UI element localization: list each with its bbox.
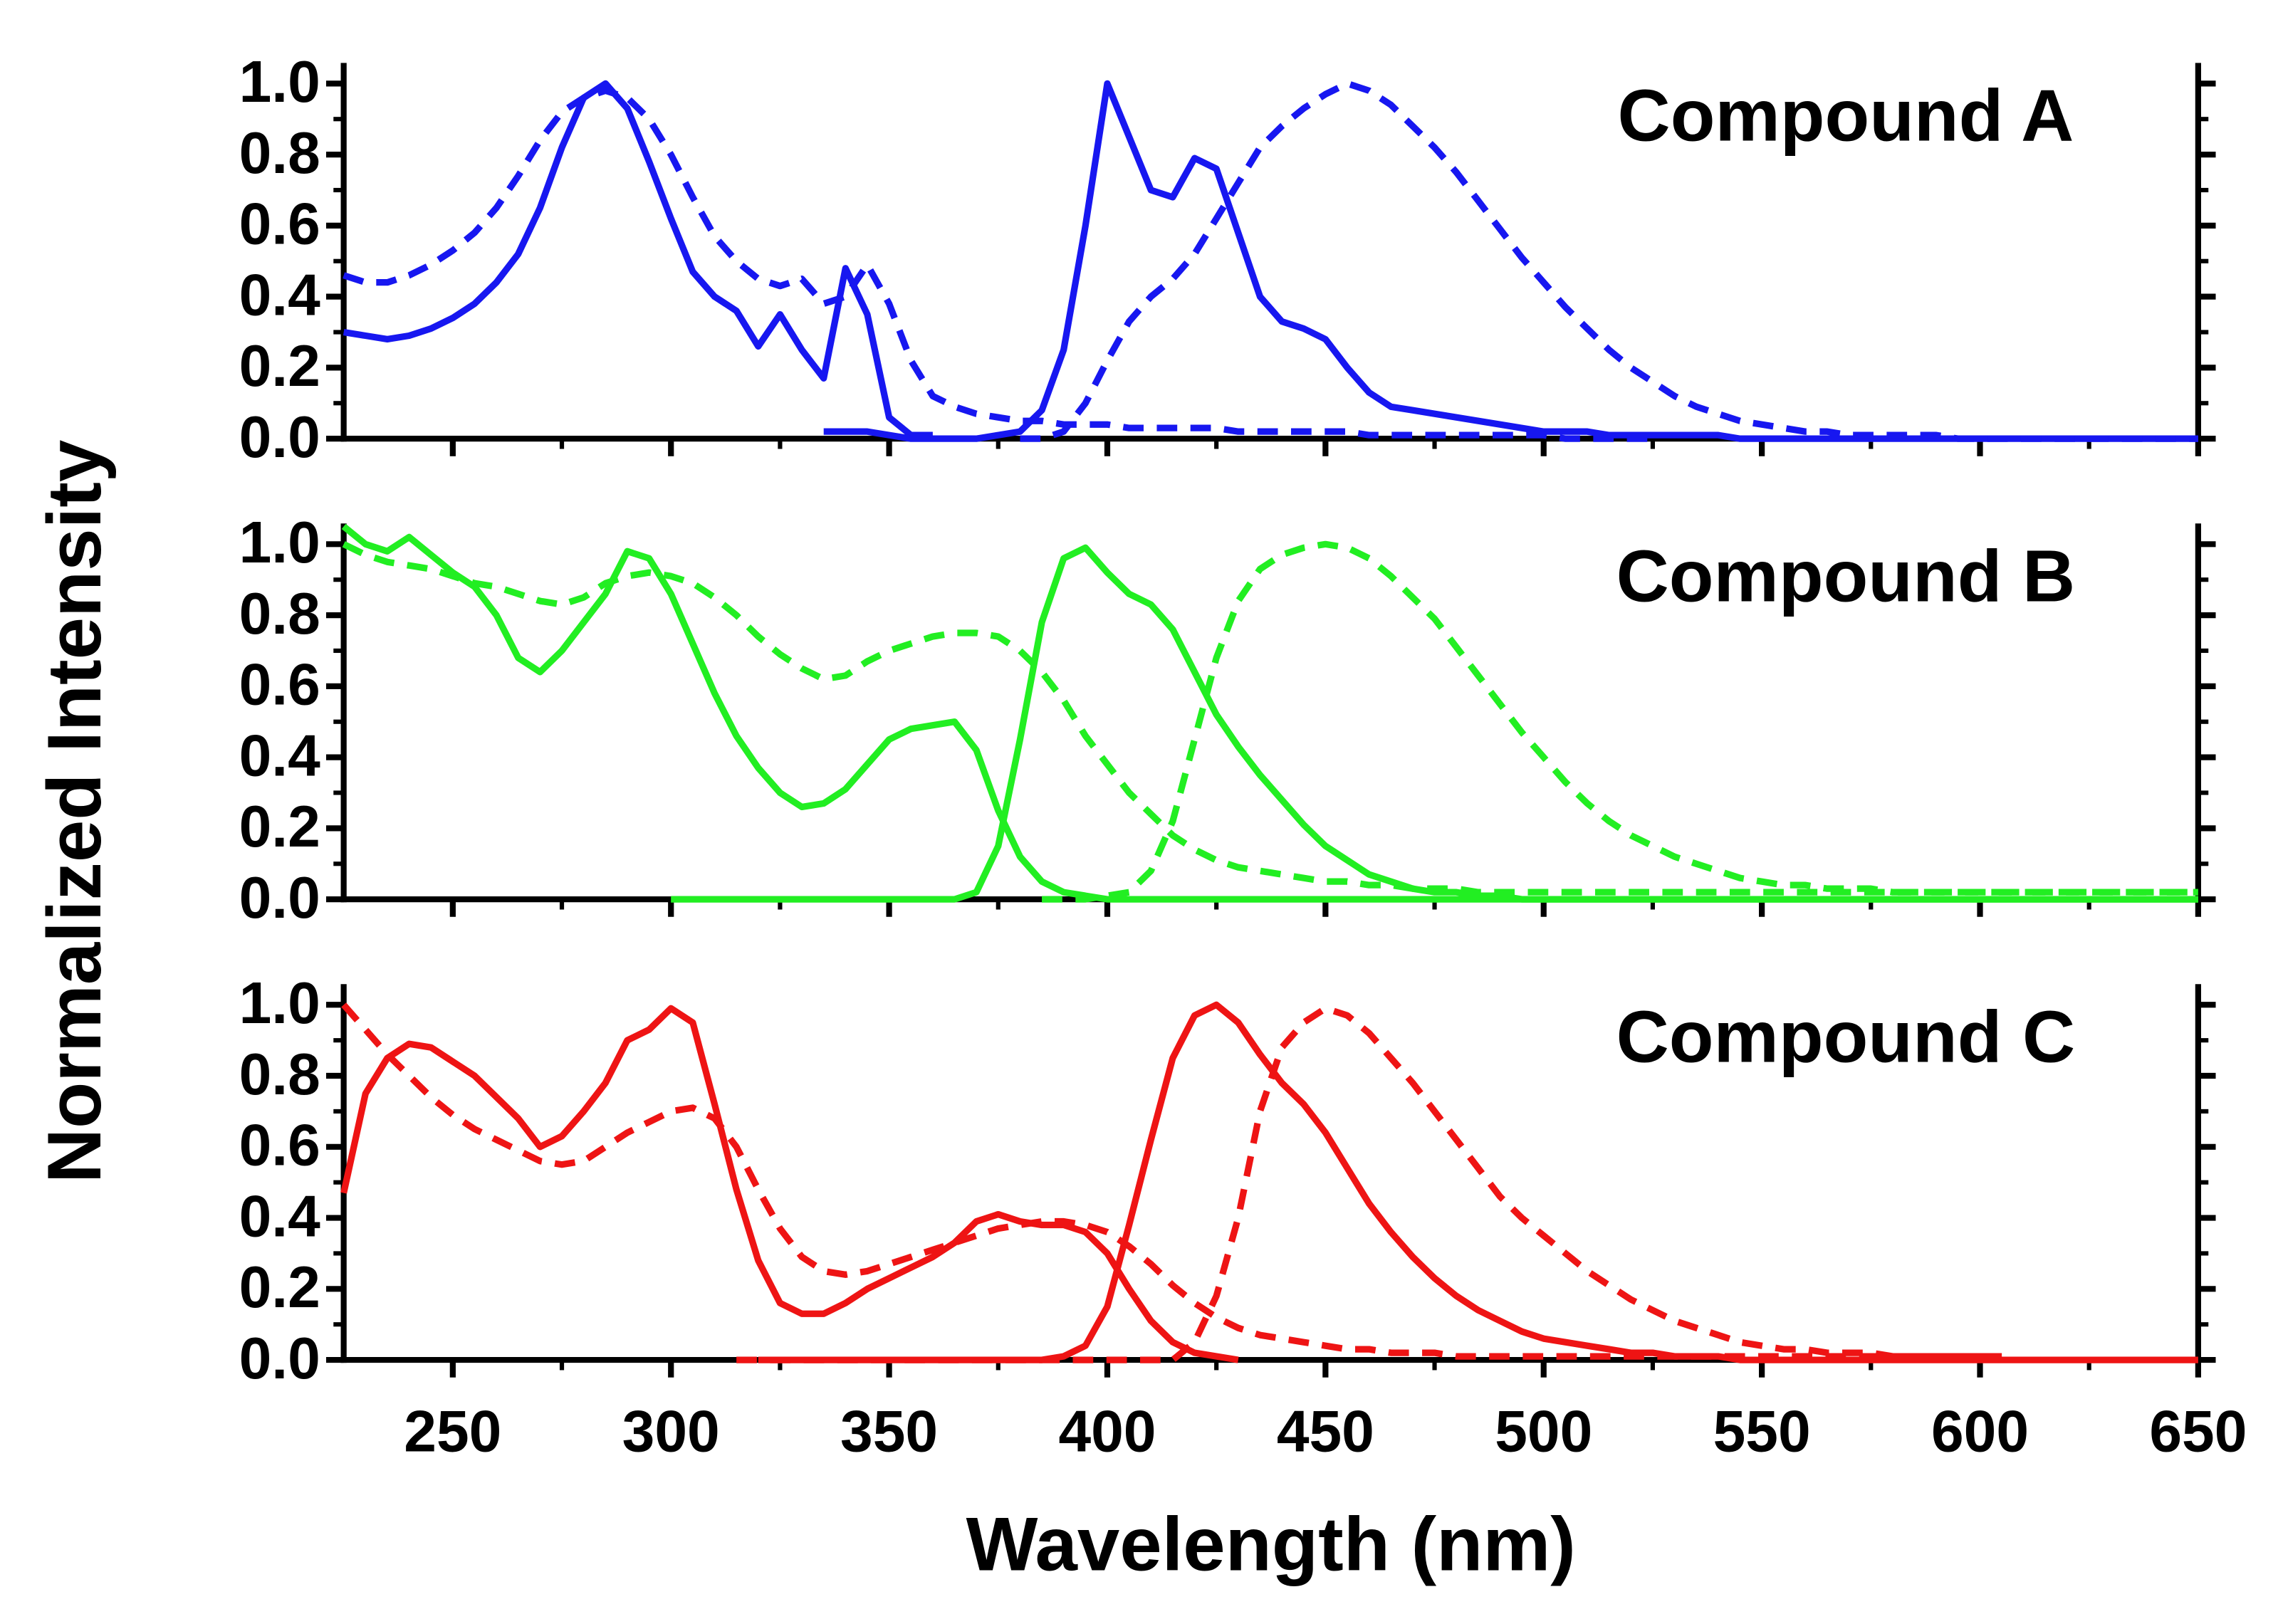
- y-tick-label: 1.0: [239, 510, 320, 575]
- y-tick-label: 0.2: [239, 795, 320, 859]
- x-tick-label: 500: [1495, 1400, 1592, 1465]
- y-tick-label: 0.2: [239, 334, 320, 399]
- y-tick-label: 0.8: [239, 582, 320, 646]
- y-tick-label: 0.0: [239, 1326, 320, 1391]
- series-line: [1020, 80, 2198, 442]
- y-tick-label: 1.0: [239, 50, 320, 115]
- series-line: [736, 1005, 2002, 1363]
- series-line: [341, 1002, 2002, 1360]
- x-tick-label: 650: [2149, 1400, 2247, 1465]
- x-tick-label: 550: [1713, 1400, 1811, 1465]
- series-line: [671, 544, 2198, 903]
- x-tick-label: 400: [1058, 1400, 1156, 1465]
- series-line: [1042, 540, 2198, 903]
- y-tick-label: 0.4: [239, 263, 321, 328]
- y-tick-label: 0.0: [239, 405, 320, 470]
- series-line: [758, 1001, 2198, 1363]
- series-line: [343, 80, 933, 439]
- y-tick-label: 0.0: [239, 866, 320, 931]
- y-tick-label: 0.4: [239, 723, 321, 788]
- series-line: [340, 1005, 1239, 1363]
- panel-title: Compound C: [1616, 996, 2076, 1078]
- y-tick-label: 0.2: [239, 1255, 320, 1320]
- x-axis-label: Wavelength (nm): [966, 1501, 1576, 1586]
- y-tick-label: 0.8: [239, 121, 320, 186]
- y-tick-label: 0.4: [239, 1184, 321, 1249]
- series-line: [343, 87, 1653, 442]
- x-tick-label: 250: [404, 1400, 501, 1465]
- y-tick-label: 0.8: [239, 1042, 320, 1107]
- panel-title: Compound B: [1616, 535, 2076, 617]
- y-tick-label: 0.6: [239, 192, 320, 257]
- panel-title: Compound A: [1618, 75, 2074, 157]
- x-tick-label: 350: [840, 1400, 938, 1465]
- y-axis-label: Normalized Intensity: [31, 440, 117, 1183]
- series-line: [342, 541, 2198, 896]
- y-tick-label: 0.6: [239, 653, 320, 718]
- x-tick-label: 300: [622, 1400, 720, 1465]
- y-tick-label: 1.0: [239, 971, 320, 1036]
- x-tick-label: 600: [1931, 1400, 2029, 1465]
- y-tick-label: 0.6: [239, 1114, 320, 1178]
- x-tick-label: 450: [1277, 1400, 1374, 1465]
